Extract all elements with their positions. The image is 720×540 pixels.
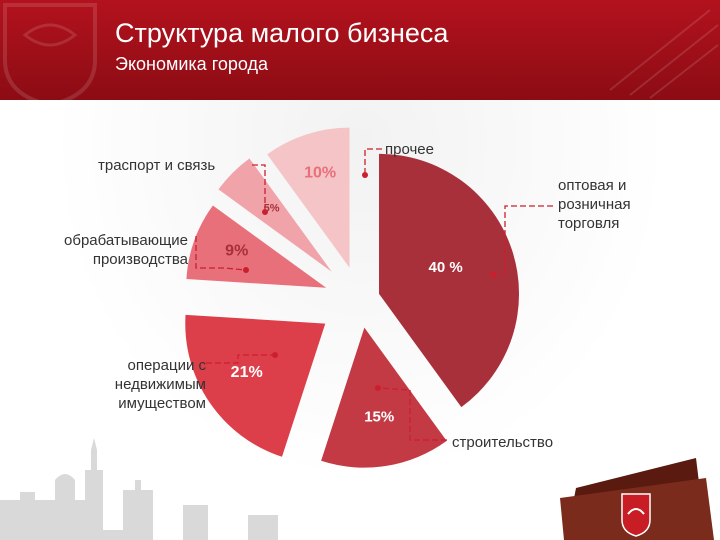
leader-line (195, 236, 247, 271)
pie-slice (379, 153, 520, 408)
label-manufacturing: обрабатывающие производства (64, 232, 188, 268)
leader-dot (262, 209, 268, 215)
leader-dot (375, 385, 381, 391)
label-other: прочее (385, 141, 434, 158)
leader-dot (272, 352, 278, 358)
leader-line (206, 354, 275, 364)
leader-dot (362, 172, 368, 178)
leader-line (364, 148, 382, 175)
pie-slice (186, 205, 327, 288)
label-real-estate: операции с недвижимым имуществом (114, 357, 206, 412)
folder-icon (560, 458, 714, 540)
label-transport: траспорт и связь (98, 157, 216, 174)
pie-slice (267, 127, 350, 268)
pie-slice (321, 327, 447, 468)
pie-slice (218, 158, 332, 272)
leader-dot (243, 267, 249, 273)
slice-value-label: 15% (364, 408, 394, 425)
pie-slice (185, 314, 326, 457)
label-construction: строительство (452, 434, 554, 451)
leader-dot (490, 272, 496, 278)
page-title: Структура малого бизнеса (115, 18, 449, 48)
slice-value-label: 5% (264, 203, 280, 215)
header-emblem-watermark-icon (3, 3, 97, 100)
slice-value-label: 21% (231, 364, 263, 381)
leader-line (377, 387, 447, 441)
page-subtitle: Экономика города (115, 54, 269, 74)
header-bar: Структура малого бизнеса Экономика город… (0, 0, 720, 100)
slice-value-label: 9% (225, 243, 248, 260)
city-skyline-icon (0, 438, 278, 540)
slice-value-label: 40 % (428, 259, 462, 276)
label-trade: оптовая и розничная торговля (558, 177, 631, 232)
slice-value-label: 10% (304, 164, 336, 181)
leader-line (252, 164, 266, 212)
header-pattern (609, 9, 719, 99)
coat-of-arms-icon (621, 493, 651, 537)
leader-line (493, 205, 553, 276)
